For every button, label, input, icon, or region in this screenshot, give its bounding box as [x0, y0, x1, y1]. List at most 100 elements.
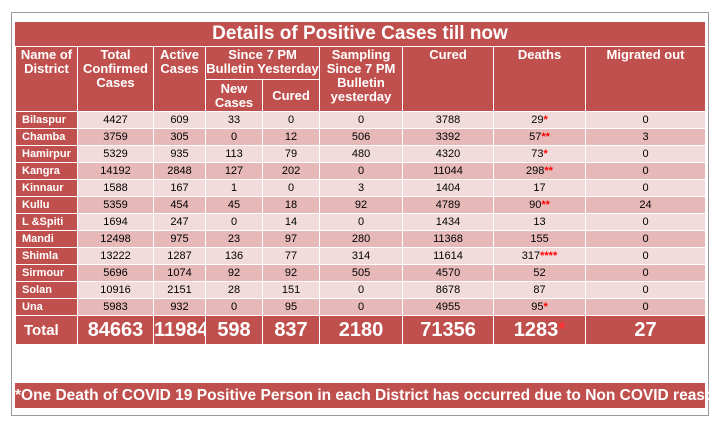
cured-cell: 3788	[402, 111, 495, 129]
sampling-cell: 3	[319, 179, 404, 197]
table-row: Kinnaur 1588 167 1 0 3 1404 17 0	[15, 179, 707, 197]
deaths-cell: 29*	[493, 111, 587, 129]
total-migrated-value: 27	[585, 315, 707, 345]
table-row: L &Spiti 1694 247 0 14 0 1434 13 0	[15, 213, 707, 231]
cured-since-cell: 97	[261, 230, 321, 248]
header-since-bulletin: Since 7 PM Bulletin Yesterday	[204, 46, 321, 80]
table-row: Shimla 13222 1287 136 77 314 11614 317**** 0	[15, 247, 707, 265]
active-cell: 247	[153, 213, 206, 231]
migrated-cell: 0	[585, 230, 707, 248]
new-cases-cell: 23	[205, 230, 263, 248]
new-cases-cell: 33	[205, 111, 263, 129]
table-row: Una 5983 932 0 95 0 4955 95* 0	[15, 298, 707, 316]
deaths-value: 13	[533, 216, 546, 228]
table-row: Kullu 5359 454 45 18 92 4789 90** 24	[15, 196, 707, 214]
new-cases-cell: 136	[205, 247, 263, 265]
cured-since-cell: 14	[261, 213, 321, 231]
cured-since-cell: 18	[261, 196, 321, 214]
table-row: Bilaspur 4427 609 33 0 0 3788 29* 0	[15, 111, 707, 129]
deaths-asterisk: ****	[540, 250, 558, 262]
header-cured: Cured	[402, 46, 495, 112]
deaths-cell: 73*	[493, 145, 587, 163]
active-cell: 2848	[153, 162, 206, 180]
deaths-value: 90	[529, 199, 542, 211]
district-name: Kangra	[15, 162, 78, 180]
active-cell: 2151	[153, 281, 206, 299]
deaths-cell: 155	[493, 230, 587, 248]
district-name: Chamba	[15, 128, 78, 146]
deaths-value: 29	[531, 114, 544, 126]
cured-cell: 8678	[402, 281, 495, 299]
migrated-cell: 24	[585, 196, 707, 214]
total-confirmed-cell: 1588	[77, 179, 154, 197]
total-confirmed-cell: 14192	[77, 162, 154, 180]
deaths-value: 298	[526, 165, 545, 177]
total-confirmed-cell: 1694	[77, 213, 154, 231]
migrated-cell: 0	[585, 281, 707, 299]
cured-since-cell: 79	[261, 145, 321, 163]
cured-cell: 1434	[402, 213, 495, 231]
sampling-cell: 505	[319, 264, 404, 282]
district-name: Bilaspur	[15, 111, 78, 129]
total-deaths-asterisk: *	[558, 318, 566, 339]
deaths-value: 317	[521, 250, 541, 262]
table-row: Mandi 12498 975 23 97 280 11368 155 0	[15, 230, 707, 248]
sampling-cell: 0	[319, 281, 404, 299]
district-name: Una	[15, 298, 78, 316]
sampling-cell: 314	[319, 247, 404, 265]
total-row: Total 84663 11984 598 837 2180 71356 128…	[15, 315, 707, 345]
deaths-cell: 317****	[493, 247, 587, 265]
sampling-cell: 92	[319, 196, 404, 214]
new-cases-cell: 0	[205, 298, 263, 316]
sampling-cell: 0	[319, 162, 404, 180]
migrated-cell: 0	[585, 213, 707, 231]
header-sampling: Sampling Since 7 PM Bulletin yesterday	[319, 46, 404, 112]
new-cases-cell: 28	[205, 281, 263, 299]
migrated-cell: 0	[585, 162, 707, 180]
cured-cell: 1404	[402, 179, 495, 197]
footnote: *One Death of COVID 19 Positive Person i…	[15, 383, 723, 408]
cured-since-cell: 12	[261, 128, 321, 146]
district-name: Shimla	[15, 247, 78, 265]
total-sampling-value: 2180	[319, 315, 404, 345]
deaths-asterisk: **	[541, 131, 550, 143]
cured-since-cell: 77	[261, 247, 321, 265]
total-confirmed-cell: 4427	[77, 111, 154, 129]
district-name: Sirmour	[15, 264, 78, 282]
total-confirmed-cell: 13222	[77, 247, 154, 265]
table-row: Chamba 3759 305 0 12 506 3392 57** 3	[15, 128, 707, 146]
total-cured-value: 71356	[402, 315, 495, 345]
total-confirmed-cell: 5696	[77, 264, 154, 282]
total-confirmed-cell: 3759	[77, 128, 154, 146]
cured-cell: 11044	[402, 162, 495, 180]
deaths-cell: 52	[493, 264, 587, 282]
deaths-asterisk: *	[543, 114, 548, 126]
cured-since-cell: 151	[261, 281, 321, 299]
active-cell: 167	[153, 179, 206, 197]
deaths-cell: 90**	[493, 196, 587, 214]
header-migrated-out: Migrated out	[585, 46, 707, 112]
migrated-cell: 0	[585, 264, 707, 282]
sampling-cell: 506	[319, 128, 404, 146]
deaths-value: 73	[531, 148, 544, 160]
district-name: Kinnaur	[15, 179, 78, 197]
active-cell: 932	[153, 298, 206, 316]
active-cell: 935	[153, 145, 206, 163]
cured-cell: 4789	[402, 196, 495, 214]
cured-cell: 4320	[402, 145, 495, 163]
table-row: Kangra 14192 2848 127 202 0 11044 298** 0	[15, 162, 707, 180]
cured-since-cell: 95	[261, 298, 321, 316]
deaths-asterisk: **	[541, 199, 550, 211]
deaths-cell: 13	[493, 213, 587, 231]
active-cell: 305	[153, 128, 206, 146]
total-cured-since-value: 837	[261, 315, 321, 345]
header-total-confirmed: Total Confirmed Cases	[77, 46, 154, 112]
migrated-cell: 0	[585, 179, 707, 197]
active-cell: 454	[153, 196, 206, 214]
district-name: L &Spiti	[15, 213, 78, 231]
total-new-cases-value: 598	[205, 315, 263, 345]
sampling-cell: 0	[319, 111, 404, 129]
district-name: Hamirpur	[15, 145, 78, 163]
migrated-cell: 0	[585, 247, 707, 265]
header-deaths: Deaths	[493, 46, 587, 112]
